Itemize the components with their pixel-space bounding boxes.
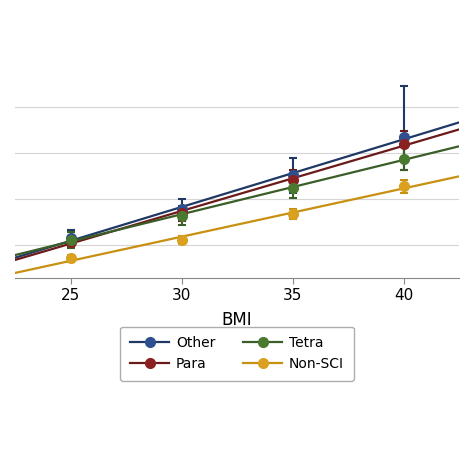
Legend: Other, Para, Tetra, Non-SCI: Other, Para, Tetra, Non-SCI (120, 327, 354, 381)
X-axis label: BMI: BMI (222, 311, 252, 329)
